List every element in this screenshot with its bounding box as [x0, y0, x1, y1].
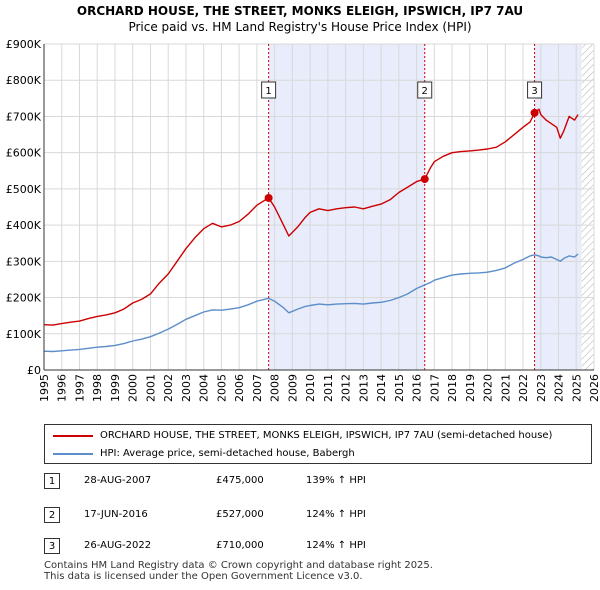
property-price-line: [43, 108, 579, 326]
sale-labels: 1 2 3: [261, 81, 543, 99]
legend: ORCHARD HOUSE, THE STREET, MONKS ELEIGH,…: [44, 424, 592, 464]
sale-label-box: [417, 81, 433, 99]
table-row: 1 28-AUG-2007 £475,000 139% ↑ HPI: [44, 473, 504, 491]
x-tick-label: 2023: [535, 374, 548, 402]
x-tick-label: 2026: [588, 374, 600, 402]
sale-date: 28-AUG-2007: [84, 475, 152, 486]
sale-number-badge: 2: [44, 507, 60, 523]
chart-title: ORCHARD HOUSE, THE STREET, MONKS ELEIGH,…: [76, 4, 524, 18]
x-tick-label: 2017: [428, 374, 441, 402]
axes: £0 £100K £200K £300K £400K £500K £600K £700K £80…: [6, 38, 600, 402]
y-tick-label: £400K: [6, 219, 42, 232]
x-tick-label: 2000: [127, 374, 140, 402]
y-tick-label: £300K: [6, 255, 42, 268]
future-hatch: [581, 44, 594, 370]
x-tick-label: 2003: [180, 374, 193, 402]
x-tick-label: 2021: [499, 374, 512, 402]
x-tick-label: 2015: [393, 374, 406, 402]
sale-price: £475,000: [216, 475, 264, 486]
table-row: 2 17-JUN-2016 £527,000 124% ↑ HPI: [44, 507, 504, 525]
sale-point: [420, 175, 429, 184]
sale-hpi-change: 139% ↑ HPI: [306, 475, 366, 486]
x-tick-label: 1997: [73, 374, 86, 402]
x-tick-label: 2008: [269, 374, 282, 402]
x-tick-label: 2018: [446, 374, 459, 402]
sale-price: £710,000: [216, 540, 264, 551]
x-tick-label: 1996: [56, 374, 69, 402]
x-tick-label: 2004: [198, 374, 211, 402]
x-tick-label: 2013: [357, 374, 370, 402]
x-tick-label: 2024: [553, 374, 566, 402]
y-tick-label: £900K: [6, 38, 42, 51]
sale-date: 17-JUN-2016: [84, 509, 148, 520]
sale-label: 1: [265, 86, 271, 97]
y-tick-label: £100K: [6, 328, 42, 341]
x-tick-label: 2001: [144, 374, 157, 402]
sale-label: 3: [531, 86, 537, 97]
sale-points: [264, 108, 539, 202]
sale-date: 26-AUG-2022: [84, 540, 152, 551]
sale-point: [264, 193, 273, 202]
price-chart: 1 2 3 £0 £100K £200K £300K £400K £500K £600K £700…: [6, 38, 600, 402]
sale-label-box: [527, 81, 543, 99]
series: [43, 108, 579, 353]
sale-hpi-change: 124% ↑ HPI: [306, 540, 366, 551]
sale-number-badge: 1: [44, 473, 60, 489]
sale-label: 2: [422, 86, 428, 97]
sale-hpi-change: 124% ↑ HPI: [306, 509, 366, 520]
y-tick-label: £500K: [6, 183, 42, 196]
x-tick-label: 1999: [109, 374, 122, 402]
chart-subtitle: Price paid vs. HM Land Registry's House …: [128, 20, 472, 34]
footer: Contains HM Land Registry data © Crown c…: [44, 560, 433, 582]
table-row: 3 26-AUG-2022 £710,000 124% ↑ HPI: [44, 538, 504, 556]
legend-label-hpi: HPI: Average price, semi-detached house,…: [100, 448, 355, 459]
x-tick-label: 2010: [304, 374, 317, 402]
x-tick-label: 2025: [570, 374, 583, 402]
x-tick-label: 2019: [464, 374, 477, 402]
x-tick-label: 2020: [482, 374, 495, 402]
legend-swatch-hpi: [53, 453, 93, 455]
x-tick-label: 2005: [215, 374, 228, 402]
hpi-line: [43, 253, 579, 353]
x-tick-label: 2016: [411, 374, 424, 402]
x-tick-label: 2012: [340, 374, 353, 402]
legend-swatch-property: [53, 435, 93, 437]
x-tick-label: 2022: [517, 374, 530, 402]
x-tick-label: 2002: [162, 374, 175, 402]
sale-point: [530, 108, 539, 117]
legend-label-property: ORCHARD HOUSE, THE STREET, MONKS ELEIGH,…: [100, 430, 553, 441]
x-tick-label: 2014: [375, 374, 388, 402]
sale-label-box: [261, 81, 277, 99]
x-tick-label: 2009: [286, 374, 299, 402]
x-tick-label: 1995: [38, 374, 51, 402]
y-tick-label: £800K: [6, 74, 42, 87]
x-tick-label: 1998: [91, 374, 104, 402]
footer-licence: This data is licensed under the Open Gov…: [44, 571, 363, 582]
x-tick-label: 2007: [251, 374, 264, 402]
y-tick-label: £200K: [6, 292, 42, 305]
x-tick-label: 2011: [322, 374, 335, 402]
x-tick-label: 2006: [233, 374, 246, 402]
sale-number-badge: 3: [44, 538, 60, 554]
y-tick-label: £600K: [6, 147, 42, 160]
footer-copyright: Contains HM Land Registry data © Crown c…: [44, 560, 433, 571]
y-tick-label: £700K: [6, 110, 42, 123]
y-tick-label: £0: [27, 364, 41, 377]
sale-price: £527,000: [216, 509, 264, 520]
